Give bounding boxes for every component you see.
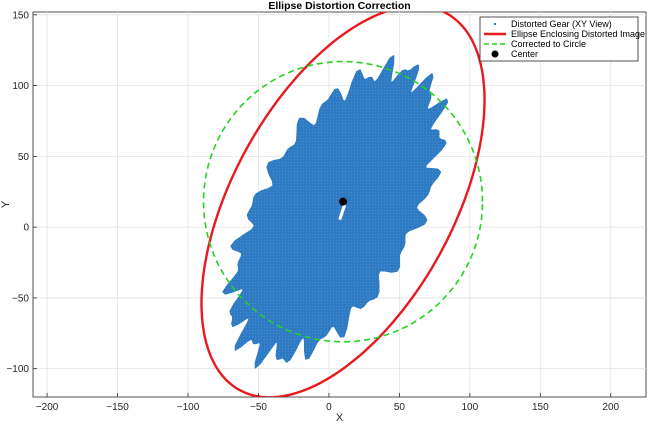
y-tick-label: 150 bbox=[12, 10, 29, 21]
gear-point-cloud bbox=[222, 55, 449, 369]
x-tick-label: 0 bbox=[326, 402, 332, 413]
x-tick-label: 50 bbox=[394, 402, 406, 413]
legend-item: Ellipse Enclosing Distorted Image bbox=[484, 29, 645, 39]
legend-item: Distorted Gear (XY View) bbox=[494, 19, 612, 29]
y-tick-label: 0 bbox=[23, 223, 29, 234]
x-tick-label: −150 bbox=[106, 402, 129, 413]
legend-box bbox=[479, 16, 639, 62]
axes: −200 −150 −100 −50 0 50 100 150 200 −100 −50 0 50 100… bbox=[6, 10, 619, 413]
x-tick-label: 150 bbox=[532, 402, 549, 413]
x-tick-label: 200 bbox=[602, 402, 619, 413]
legend-marker-dot bbox=[494, 23, 496, 25]
x-axis-label: X bbox=[336, 412, 344, 424]
y-tick-label: 100 bbox=[12, 81, 29, 92]
legend-label: Distorted Gear (XY View) bbox=[511, 19, 612, 29]
legend-label: Corrected to Circle bbox=[511, 39, 586, 49]
x-tick-label: −100 bbox=[177, 402, 200, 413]
y-tick-label: −50 bbox=[12, 293, 29, 304]
legend-item: Center bbox=[491, 49, 538, 59]
legend-item: Corrected to Circle bbox=[484, 39, 586, 49]
x-tick-label: 100 bbox=[462, 402, 479, 413]
enclosing-ellipse bbox=[200, 12, 486, 397]
legend-label: Center bbox=[511, 49, 538, 59]
gear-hole bbox=[338, 204, 347, 221]
chart-title: Ellipse Distortion Correction bbox=[268, 0, 410, 12]
data-layer bbox=[200, 12, 486, 397]
center-point bbox=[339, 197, 348, 206]
legend: Distorted Gear (XY View)Ellipse Enclosin… bbox=[479, 16, 645, 62]
x-tick-label: −50 bbox=[250, 402, 267, 413]
y-tick-label: −100 bbox=[6, 364, 29, 375]
gear-texture bbox=[223, 55, 448, 368]
legend-label: Ellipse Enclosing Distorted Image bbox=[511, 29, 645, 39]
x-tick-label: −200 bbox=[36, 402, 59, 413]
legend-marker-circle bbox=[491, 50, 499, 58]
y-tick-label: 50 bbox=[18, 152, 30, 163]
corrected-circle bbox=[202, 60, 484, 343]
y-axis-label: Y bbox=[0, 200, 12, 208]
